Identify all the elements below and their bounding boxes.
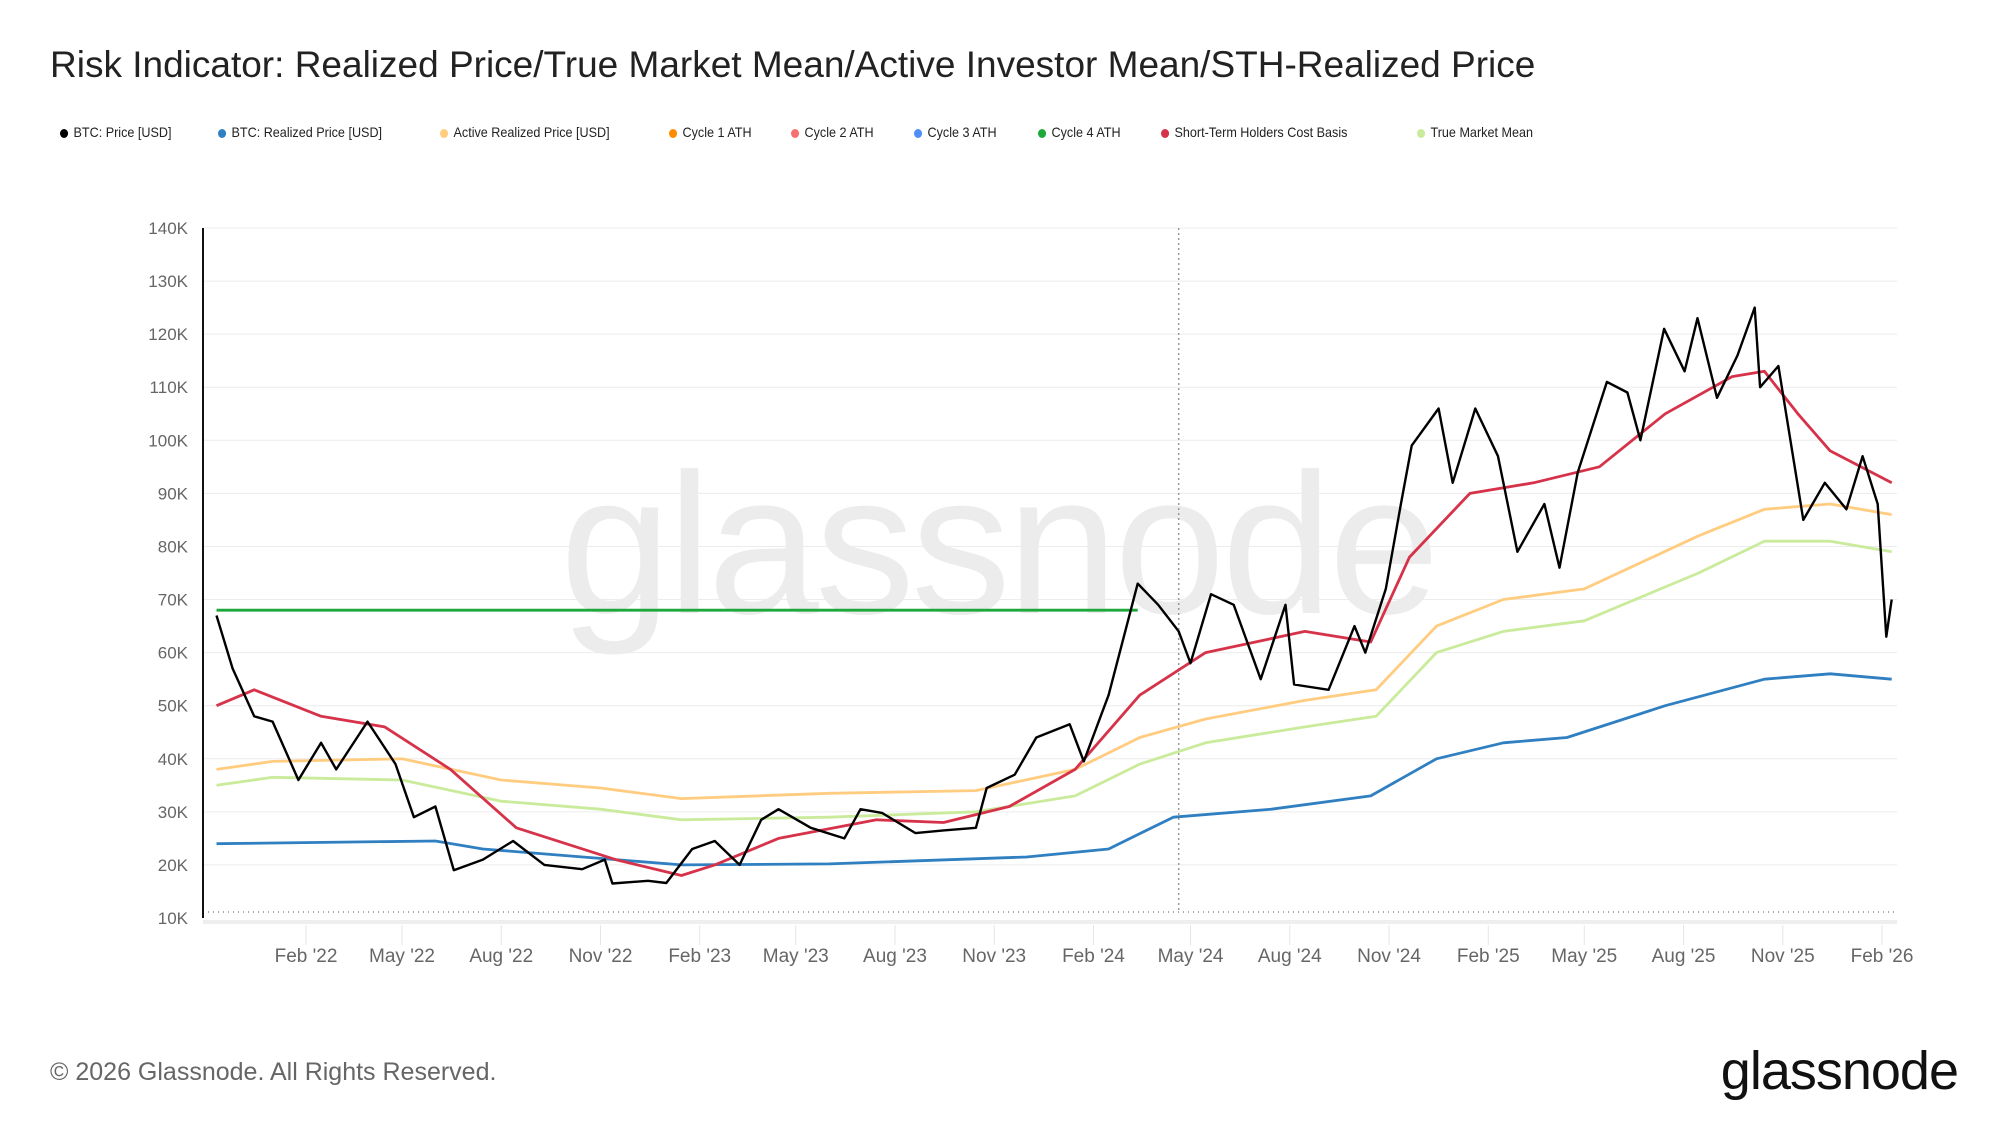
legend-item[interactable]: BTC: Price [USD] — [60, 124, 172, 140]
x-tick-label: Aug '25 — [1652, 946, 1716, 967]
legend-label: True Market Mean — [1430, 124, 1533, 140]
legend-dot-icon — [1038, 128, 1047, 138]
y-tick-label: 140K — [148, 219, 188, 238]
y-tick-label: 110K — [150, 378, 189, 397]
legend-dot-icon — [1161, 128, 1170, 138]
y-tick-label: 10K — [158, 909, 189, 928]
series-line-active-realized-price-usd — [216, 502, 1892, 800]
y-tick-label: 120K — [148, 325, 188, 344]
x-tick-label: Feb '23 — [668, 946, 731, 967]
x-tick-label: Nov '22 — [569, 946, 633, 967]
series-line-btc-realized-price-usd — [216, 672, 1892, 867]
x-tick-label: Feb '24 — [1062, 946, 1125, 967]
legend-label: Cycle 1 ATH — [682, 124, 752, 140]
x-tick-label: Nov '23 — [962, 946, 1026, 967]
x-tick-label: Nov '25 — [1751, 946, 1815, 967]
y-tick-label: 130K — [148, 272, 188, 291]
legend-label: Short-Term Holders Cost Basis — [1174, 124, 1348, 140]
x-tick-label: Nov '24 — [1357, 946, 1421, 967]
x-tick-label: May '24 — [1158, 946, 1224, 967]
x-tick-label: Feb '25 — [1457, 946, 1520, 967]
legend-item[interactable]: BTC: Realized Price [USD] — [218, 124, 382, 140]
y-tick-label: 80K — [158, 537, 189, 556]
series-line-true-market-mean — [216, 539, 1892, 822]
legend-dot-icon — [60, 128, 69, 138]
x-tick-label: Feb '22 — [275, 946, 338, 967]
legend-item[interactable]: Cycle 3 ATH — [914, 124, 997, 140]
y-tick-label: 100K — [148, 431, 188, 450]
legend-label: BTC: Realized Price [USD] — [231, 124, 383, 140]
x-tick-label: May '22 — [369, 946, 435, 967]
watermark: glassnode — [560, 433, 1440, 656]
legend-item[interactable]: Short-Term Holders Cost Basis — [1161, 124, 1347, 140]
x-tick-label: Aug '23 — [863, 946, 927, 967]
y-tick-label: 20K — [158, 856, 189, 875]
legend-dot-icon — [440, 128, 449, 138]
y-tick-label: 30K — [158, 803, 189, 822]
legend-item[interactable]: Active Realized Price [USD] — [440, 124, 610, 140]
copyright-footer: © 2026 Glassnode. All Rights Reserved. — [50, 1058, 497, 1086]
y-tick-label: 70K — [158, 591, 189, 610]
series-line-btc-price-usd — [215, 306, 1893, 885]
legend-dot-icon — [669, 128, 678, 138]
legend-dot-icon — [791, 128, 800, 138]
x-tick-label: May '23 — [763, 946, 829, 967]
y-tick-label: 50K — [158, 697, 189, 716]
x-tick-label: Feb '26 — [1851, 946, 1914, 967]
legend-dot-icon — [218, 128, 227, 138]
chart-title: Risk Indicator: Realized Price/True Mark… — [50, 44, 1536, 85]
legend-item[interactable]: True Market Mean — [1417, 124, 1533, 140]
series-line-short-term-holders-cost-basis — [215, 369, 1893, 877]
legend-label: BTC: Price [USD] — [73, 124, 172, 140]
y-tick-label: 60K — [158, 644, 189, 663]
y-tick-label: 90K — [158, 484, 189, 503]
legend-item[interactable]: Cycle 1 ATH — [669, 124, 752, 140]
legend-label: Active Realized Price [USD] — [453, 124, 610, 140]
legend-dot-icon — [1417, 128, 1426, 138]
x-tick-label: May '25 — [1551, 946, 1617, 967]
legend-dot-icon — [914, 128, 923, 138]
x-tick-label: Aug '24 — [1258, 946, 1322, 967]
legend-item[interactable]: Cycle 4 ATH — [1038, 124, 1121, 140]
legend-item[interactable]: Cycle 2 ATH — [791, 124, 874, 140]
y-tick-label: 40K — [158, 750, 189, 769]
x-tick-label: Aug '22 — [469, 946, 533, 967]
legend-label: Cycle 3 ATH — [927, 124, 997, 140]
legend-label: Cycle 2 ATH — [804, 124, 874, 140]
legend-label: Cycle 4 ATH — [1051, 124, 1121, 140]
glassnode-logo: glassnode — [1720, 1041, 1959, 1101]
